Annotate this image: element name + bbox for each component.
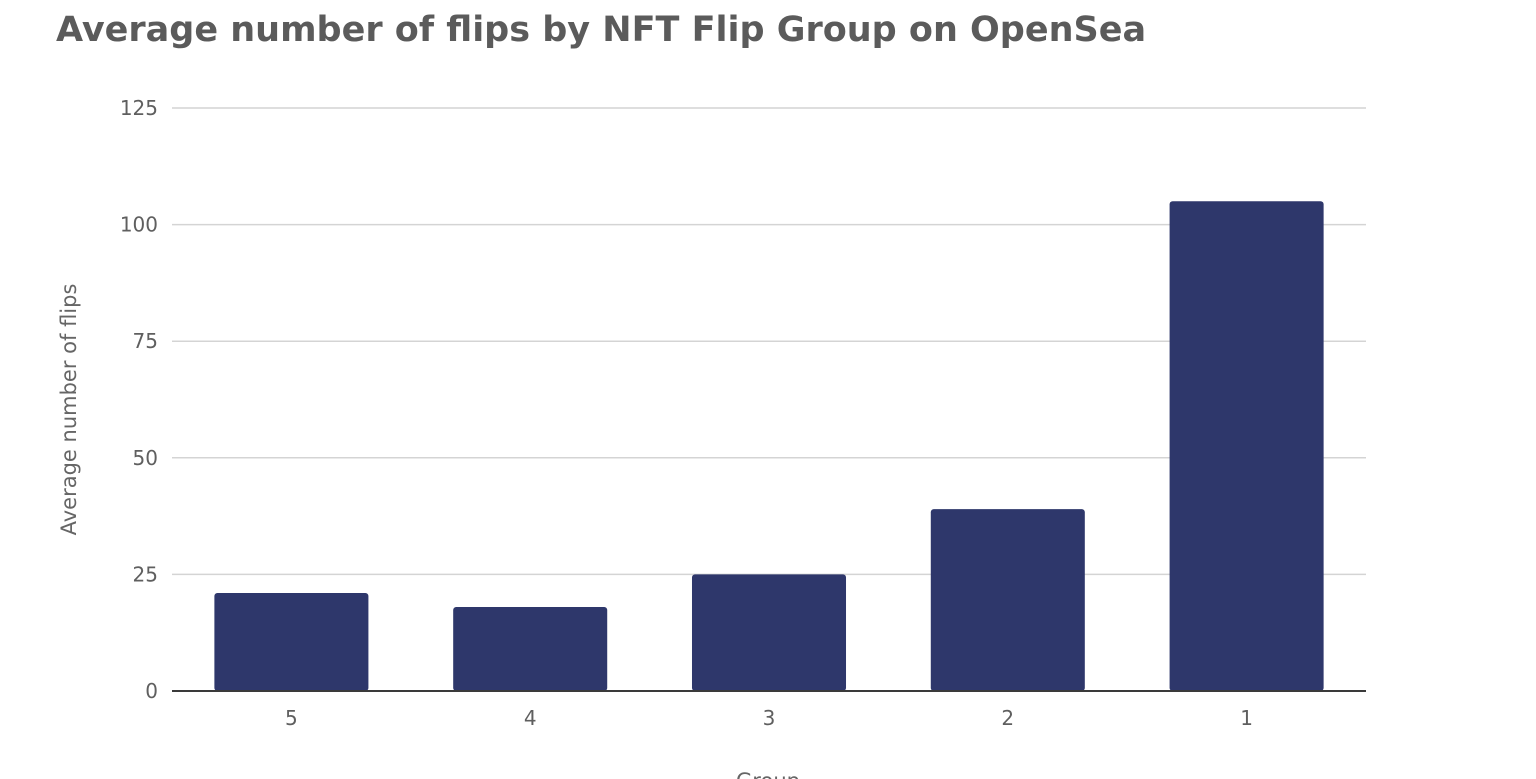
y-tick-label: 75: [133, 329, 158, 353]
x-tick-label: 1: [1240, 706, 1253, 730]
bar-5: [214, 593, 369, 691]
x-tick-label: 3: [763, 706, 776, 730]
gridlines: [172, 107, 1366, 576]
y-axis-ticks: 0 25 50 75 100 125: [120, 96, 158, 703]
y-tick-label: 50: [133, 446, 158, 470]
chart-title: Average number of flips by NFT Flip Grou…: [56, 10, 1147, 50]
y-axis-title: Average number of flips: [57, 284, 81, 536]
y-tick-label: 0: [145, 679, 158, 703]
bar-3: [691, 574, 847, 691]
x-axis-ticks: 5 4 3 2 1: [285, 706, 1253, 730]
x-tick-label: 2: [1001, 706, 1014, 730]
x-tick-label: 5: [285, 706, 298, 730]
y-tick-label: 100: [120, 213, 158, 237]
x-axis-title: Group: [736, 769, 800, 779]
bar-1: [1169, 201, 1324, 691]
bars: [214, 201, 1324, 691]
bar-2: [930, 509, 1085, 691]
bar-4: [453, 607, 608, 691]
y-tick-label: 25: [133, 562, 158, 586]
x-tick-label: 4: [524, 706, 537, 730]
y-tick-label: 125: [120, 96, 158, 120]
